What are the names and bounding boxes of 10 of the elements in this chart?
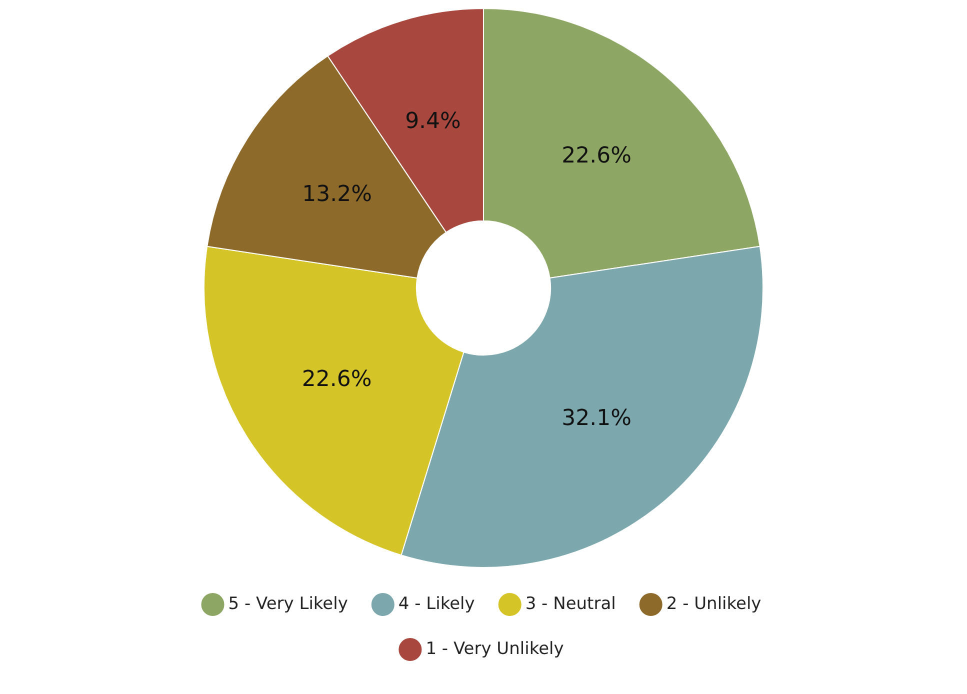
legend-label: 5 - Very Likely: [228, 594, 348, 614]
data-label: 22.6%: [562, 143, 632, 168]
legend-label: 4 - Likely: [398, 594, 475, 614]
legend-label: 3 - Neutral: [525, 594, 616, 614]
data-label: 32.1%: [562, 406, 632, 432]
legend-label: 1 - Very Unlikely: [426, 638, 564, 659]
data-label: 22.6%: [302, 366, 372, 392]
legend-label: 2 - Unlikely: [666, 594, 762, 614]
data-label: 9.4%: [405, 108, 461, 134]
data-label: 13.2%: [302, 182, 372, 208]
